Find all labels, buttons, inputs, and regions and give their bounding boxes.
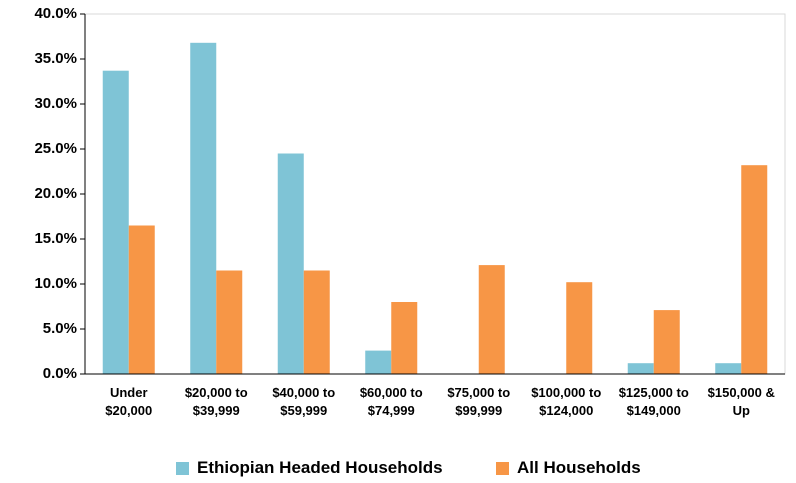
- x-tick-label: $75,000 to $99,999: [447, 385, 511, 418]
- y-tick-label: 30.0%: [34, 95, 77, 112]
- legend-swatch: [176, 461, 189, 475]
- bar: [627, 363, 654, 374]
- plot-frame: [84, 13, 786, 375]
- bar: [365, 350, 392, 374]
- y-tick-label: 20.0%: [34, 185, 77, 202]
- legend-item: All Households: [496, 458, 641, 478]
- y-tick-label: 25.0%: [34, 140, 77, 157]
- legend-swatch: [496, 461, 509, 475]
- bar: [653, 310, 680, 374]
- x-tick-label: $20,000 to $39,999: [184, 385, 248, 418]
- x-tick-label: $60,000 to $74,999: [359, 385, 423, 418]
- bar: [277, 153, 304, 374]
- x-tick-label: $40,000 to $59,999: [272, 385, 336, 418]
- y-tick-label: 40.0%: [34, 5, 77, 22]
- x-tick-label: $150,000 & Up: [707, 385, 775, 418]
- bar: [566, 282, 593, 374]
- x-tick-label: $100,000 to $124,000: [531, 385, 602, 418]
- y-tick-label: 5.0%: [43, 320, 77, 337]
- y-tick-label: 35.0%: [34, 50, 77, 67]
- bar: [216, 270, 243, 374]
- bar: [741, 165, 768, 374]
- bar: [102, 70, 129, 374]
- legend-label: All Households: [517, 458, 641, 477]
- bar: [478, 265, 505, 374]
- bar: [303, 270, 330, 374]
- y-tick-label: 0.0%: [43, 365, 77, 382]
- bar: [715, 363, 742, 374]
- bar: [128, 225, 155, 374]
- x-tick-label: Under $20,000: [105, 385, 153, 418]
- legend-item: Ethiopian Headed Households: [176, 458, 443, 478]
- x-tick-label: $125,000 to $149,000: [618, 385, 689, 418]
- bar: [190, 42, 217, 375]
- y-tick-label: 10.0%: [34, 275, 77, 292]
- bar: [391, 302, 418, 374]
- y-tick-label: 15.0%: [34, 230, 77, 247]
- legend-label: Ethiopian Headed Households: [197, 458, 443, 477]
